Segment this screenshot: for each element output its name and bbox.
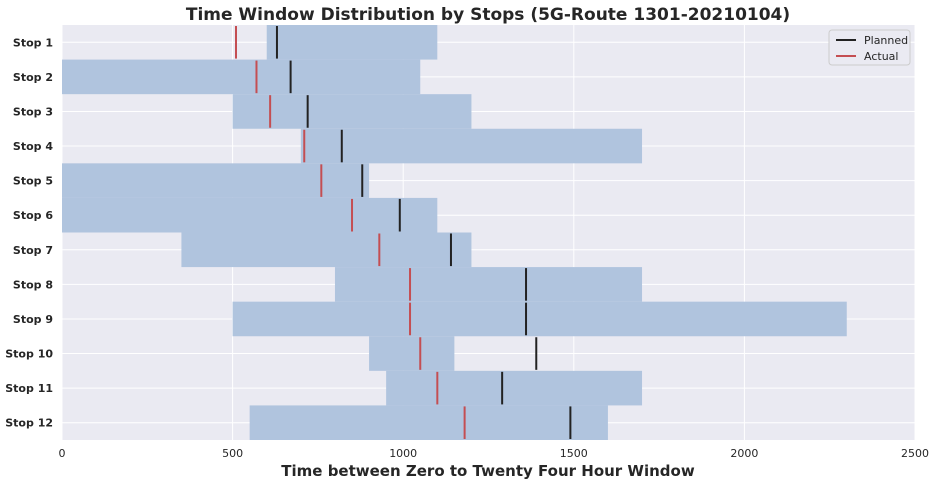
markers — [235, 26, 572, 439]
time-window-bar-12 — [249, 405, 608, 440]
time-window-bar-2 — [62, 59, 421, 95]
x-tick-labels: 0 500 1000 1500 2000 2500 — [59, 447, 930, 460]
time-window-bar-4 — [300, 128, 643, 164]
legend-actual-label: Actual — [864, 50, 898, 63]
time-windows — [62, 25, 847, 440]
x-tick-label-3: 1500 — [560, 447, 588, 460]
y-tick-label-12: Stop 12 — [5, 417, 53, 430]
y-tick-label-5: Stop 5 — [13, 175, 53, 188]
y-tick-label-1: Stop 1 — [13, 36, 53, 49]
x-tick-label-5: 2500 — [901, 447, 929, 460]
y-tick-label-11: Stop 11 — [5, 382, 53, 395]
x-axis-label: Time between Zero to Twenty Four Hour Wi… — [281, 462, 695, 480]
time-window-bar-7 — [181, 232, 472, 268]
y-tick-label-8: Stop 8 — [13, 278, 53, 291]
y-tick-label-4: Stop 4 — [13, 140, 53, 153]
x-tick-label-1: 500 — [222, 447, 243, 460]
y-tick-label-6: Stop 6 — [13, 209, 53, 222]
x-tick-label-4: 2000 — [730, 447, 758, 460]
y-tick-label-2: Stop 2 — [13, 71, 53, 84]
time-window-bar-8 — [334, 267, 643, 302]
time-window-bar-9 — [232, 301, 847, 337]
legend-planned-label: Planned — [864, 34, 908, 47]
time-window-bar-5 — [62, 163, 370, 198]
time-window-bar-6 — [62, 197, 438, 233]
y-tick-labels: Stop 1 Stop 2 Stop 3 Stop 4 Stop 5 Stop 6 Stop… — [5, 36, 53, 429]
chart-title: Time Window Distribution by Stops (5G-Ro… — [186, 5, 790, 25]
y-tick-label-3: Stop 3 — [13, 105, 53, 118]
time-window-bar-1 — [266, 25, 438, 60]
legend: Planned Actual — [828, 29, 911, 66]
y-tick-label-9: Stop 9 — [13, 313, 53, 326]
time-window-bar-10 — [369, 336, 455, 371]
time-window-bar-3 — [232, 94, 472, 129]
x-tick-label-2: 1000 — [389, 447, 417, 460]
y-tick-label-10: Stop 10 — [5, 348, 53, 361]
y-tick-label-7: Stop 7 — [13, 244, 53, 257]
x-tick-label-0: 0 — [59, 447, 66, 460]
time-window-bar-11 — [386, 370, 643, 406]
